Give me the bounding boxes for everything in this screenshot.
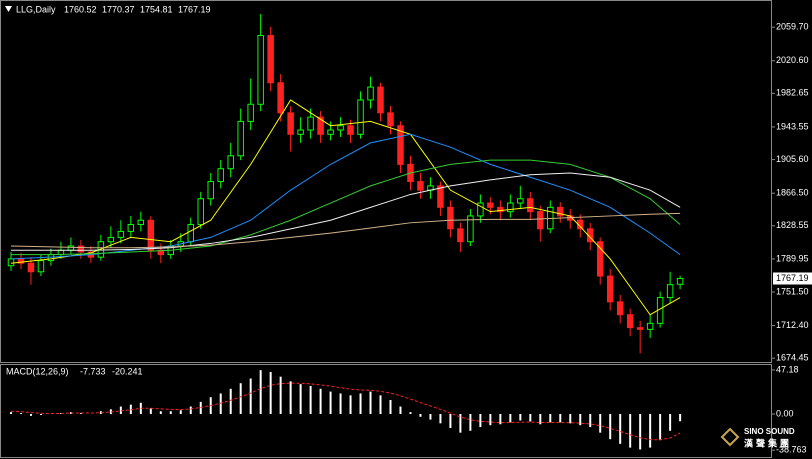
macd-frame — [0, 364, 772, 458]
candle-body — [337, 125, 344, 131]
candle-body — [357, 99, 364, 135]
candle-body — [7, 258, 15, 267]
y-tick-label: 2059.70 — [776, 22, 809, 32]
y-tick-label: 1982.65 — [776, 88, 809, 98]
candle-body — [187, 224, 195, 243]
candle-body — [586, 228, 594, 243]
candle-body — [636, 327, 644, 330]
candle-body — [37, 260, 45, 273]
candle-body — [117, 230, 125, 238]
last-price-label: 1767.19 — [776, 273, 809, 283]
candle-body — [307, 116, 314, 131]
candle-body — [247, 103, 254, 122]
candle-body — [137, 219, 145, 226]
main-frame — [0, 0, 772, 363]
candle-body — [237, 120, 244, 157]
candle-body — [127, 224, 135, 232]
ohlc-low: 1754.81 — [140, 4, 173, 14]
candle-body — [457, 228, 464, 243]
macd-signal — [10, 382, 681, 441]
moving-average — [10, 133, 681, 260]
candle-body — [207, 181, 214, 200]
watermark-title: SINO SOUND — [744, 427, 795, 436]
y-tick-label: 0.00 — [776, 408, 794, 418]
candle-body — [327, 129, 334, 135]
candle-body — [217, 168, 224, 183]
candle-body — [317, 116, 324, 135]
candle-body — [277, 82, 284, 114]
candle-body — [77, 245, 85, 253]
y-tick-label: 1789.95 — [776, 253, 809, 263]
candle-body — [616, 301, 624, 316]
candle-body — [107, 236, 115, 243]
y-tick-label: 1866.50 — [776, 188, 809, 198]
watermark: SINO SOUND 漢聲集團 — [720, 427, 795, 448]
last-price-box — [773, 272, 812, 285]
macd-main-value: -7.733 — [80, 366, 106, 376]
moving-average — [10, 212, 681, 249]
candle-body — [437, 185, 444, 208]
ohlc-open: 1760.52 — [64, 4, 97, 14]
candle-body — [287, 112, 294, 135]
candle-body — [27, 262, 35, 273]
header-arrow — [5, 6, 12, 12]
y-tick-label: 1828.55 — [776, 220, 809, 230]
candle-body — [527, 198, 534, 213]
macd-signal-value: -20.241 — [112, 366, 143, 376]
y-tick-label: 2020.60 — [776, 55, 809, 65]
candle-body — [227, 155, 234, 170]
y-tick-label: 1905.60 — [776, 154, 809, 164]
candle-body — [596, 241, 604, 277]
candle-body — [67, 245, 75, 251]
moving-average — [10, 99, 681, 316]
candle-body — [197, 198, 204, 226]
watermark-subtitle: 漢聲集團 — [744, 437, 792, 448]
candle-body — [367, 86, 374, 101]
candle-body — [497, 206, 504, 213]
symbol-title: LLG,Daily — [16, 4, 56, 14]
candle-body — [447, 206, 454, 230]
y-tick-label: 1712.40 — [776, 320, 809, 330]
y-tick-label: 1943.55 — [776, 121, 809, 131]
candle-body — [537, 211, 544, 230]
candle-body — [557, 206, 564, 217]
watermark-logo — [720, 427, 740, 447]
candle-body — [666, 284, 674, 299]
candle-body — [577, 219, 584, 230]
candle-body — [417, 181, 424, 191]
candle-body — [467, 215, 474, 243]
candle-body — [267, 35, 274, 84]
candle-body — [517, 198, 524, 204]
candle-body — [297, 129, 304, 135]
candle-body — [487, 202, 494, 208]
candle-body — [347, 125, 354, 135]
candle-body — [387, 112, 394, 127]
y-tick-label: 47.18 — [776, 364, 799, 374]
candle-body — [147, 219, 155, 251]
ohlc-close: 1767.19 — [178, 4, 211, 14]
candle-body — [257, 35, 264, 105]
candle-body — [606, 275, 614, 303]
candle-body — [507, 202, 514, 213]
macd-title: MACD(12,26,9) — [6, 366, 69, 376]
moving-average — [10, 159, 681, 256]
y-tick-label: 1674.45 — [776, 353, 809, 363]
candle-body — [646, 322, 654, 330]
y-tick-label: -38.763 — [776, 445, 807, 455]
candle-body — [397, 125, 404, 165]
ohlc-high: 1770.37 — [102, 4, 135, 14]
candle-body — [377, 86, 384, 114]
candle-body — [626, 314, 634, 329]
candle-body — [477, 202, 484, 217]
moving-average — [10, 172, 681, 251]
y-tick-label: 1751.50 — [776, 286, 809, 296]
candle-body — [676, 277, 684, 285]
